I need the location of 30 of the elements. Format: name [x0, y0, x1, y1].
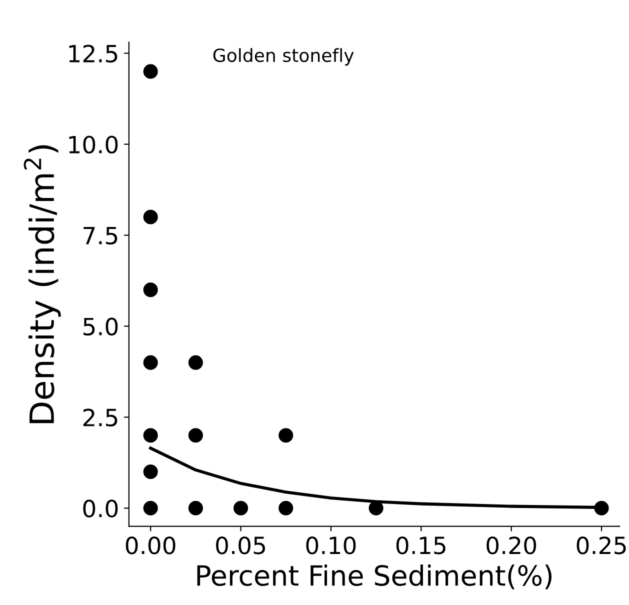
point [594, 500, 609, 516]
point [188, 428, 203, 443]
point [368, 500, 384, 516]
y-tick-label: 5.0 [83, 318, 118, 336]
y-tick-label: 10.0 [69, 136, 118, 154]
annotation: Golden stonefly [213, 48, 354, 66]
x-tick-label: 0.10 [306, 536, 356, 554]
point [278, 500, 294, 516]
x-tick-label: 0.25 [576, 536, 626, 554]
x-tick-label: 0.00 [126, 536, 176, 554]
x-axis-title: Percent Fine Sediment(%) [197, 564, 552, 590]
y-tick-label: 12.5 [69, 44, 118, 63]
point [143, 428, 158, 443]
point [278, 428, 294, 443]
point [188, 355, 203, 370]
y-tick-label: 0.0 [83, 500, 118, 518]
point [233, 500, 248, 516]
point [143, 500, 158, 516]
point [143, 464, 158, 480]
point [143, 210, 158, 224]
y-axis-title: Density (indi/m$^{2}$) [24, 145, 61, 424]
x-tick-label: 0.20 [486, 536, 536, 554]
x-tick-label: 0.15 [396, 536, 446, 554]
y-tick-label: 7.5 [84, 226, 118, 245]
point [143, 282, 158, 298]
y-tick-label: 2.5 [83, 408, 118, 426]
point [188, 500, 203, 516]
point [143, 355, 158, 370]
point [143, 64, 158, 79]
x-tick-label: 0.05 [216, 536, 265, 554]
